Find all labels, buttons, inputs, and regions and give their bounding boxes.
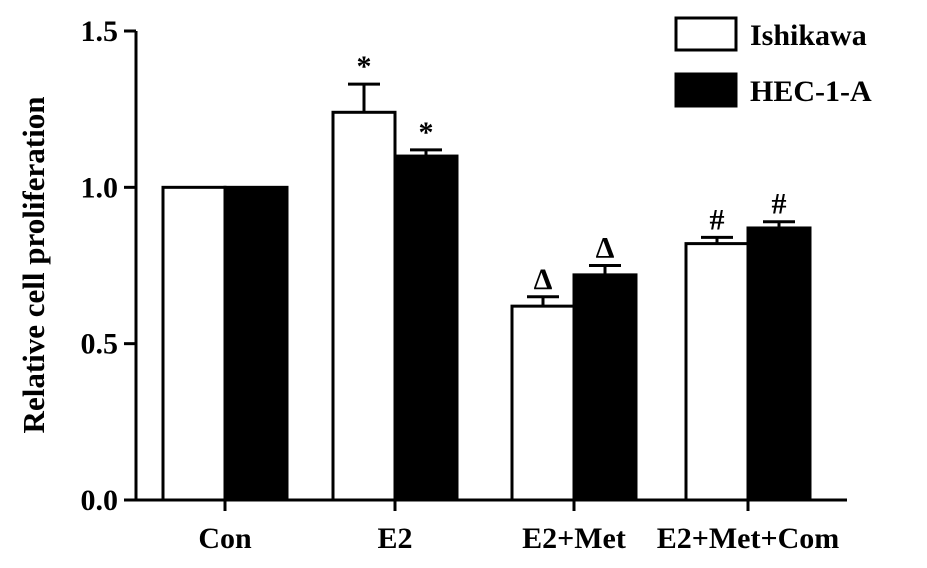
significance-mark: * — [419, 116, 434, 149]
significance-mark: # — [710, 203, 725, 236]
bar-ishikawa — [161, 185, 227, 502]
significance-mark: Δ — [534, 263, 553, 296]
x-axis: Con E2 E2+Met E2+Met+Com — [136, 498, 847, 555]
y-tick-label: 0.0 — [81, 484, 119, 517]
bars: * Δ # * Δ # — [161, 50, 812, 502]
bar-ishikawa — [510, 304, 576, 502]
bar-hec-1-a — [572, 273, 638, 502]
significance-mark: * — [357, 50, 372, 83]
bar-hec-1-a — [746, 226, 812, 502]
significance-mark: # — [772, 188, 787, 221]
y-tick-label: 1.0 — [81, 171, 119, 204]
y-tick-label: 1.5 — [81, 15, 119, 48]
significance-mark: Δ — [596, 232, 615, 265]
bar-ishikawa — [684, 242, 750, 502]
bar-hec-1-a — [223, 185, 289, 502]
bar-hec-1-a — [393, 154, 459, 502]
y-tick-label: 0.5 — [81, 328, 119, 361]
legend-swatch-hec-1-a — [674, 72, 738, 108]
x-tick-label: E2+Met+Com — [657, 522, 839, 555]
legend-label: Ishikawa — [750, 19, 867, 52]
legend-swatch-ishikawa — [674, 16, 738, 52]
y-axis: 0.0 0.5 1.0 1.5 — [81, 15, 138, 517]
x-tick-label: E2+Met — [522, 522, 626, 555]
x-tick-label: E2 — [377, 522, 412, 555]
y-axis-label: Relative cell proliferation — [16, 97, 51, 434]
legend: Ishikawa HEC-1-A — [674, 16, 872, 108]
legend-label: HEC-1-A — [750, 75, 872, 108]
bar-ishikawa — [331, 110, 397, 502]
x-tick-label: Con — [198, 522, 252, 555]
